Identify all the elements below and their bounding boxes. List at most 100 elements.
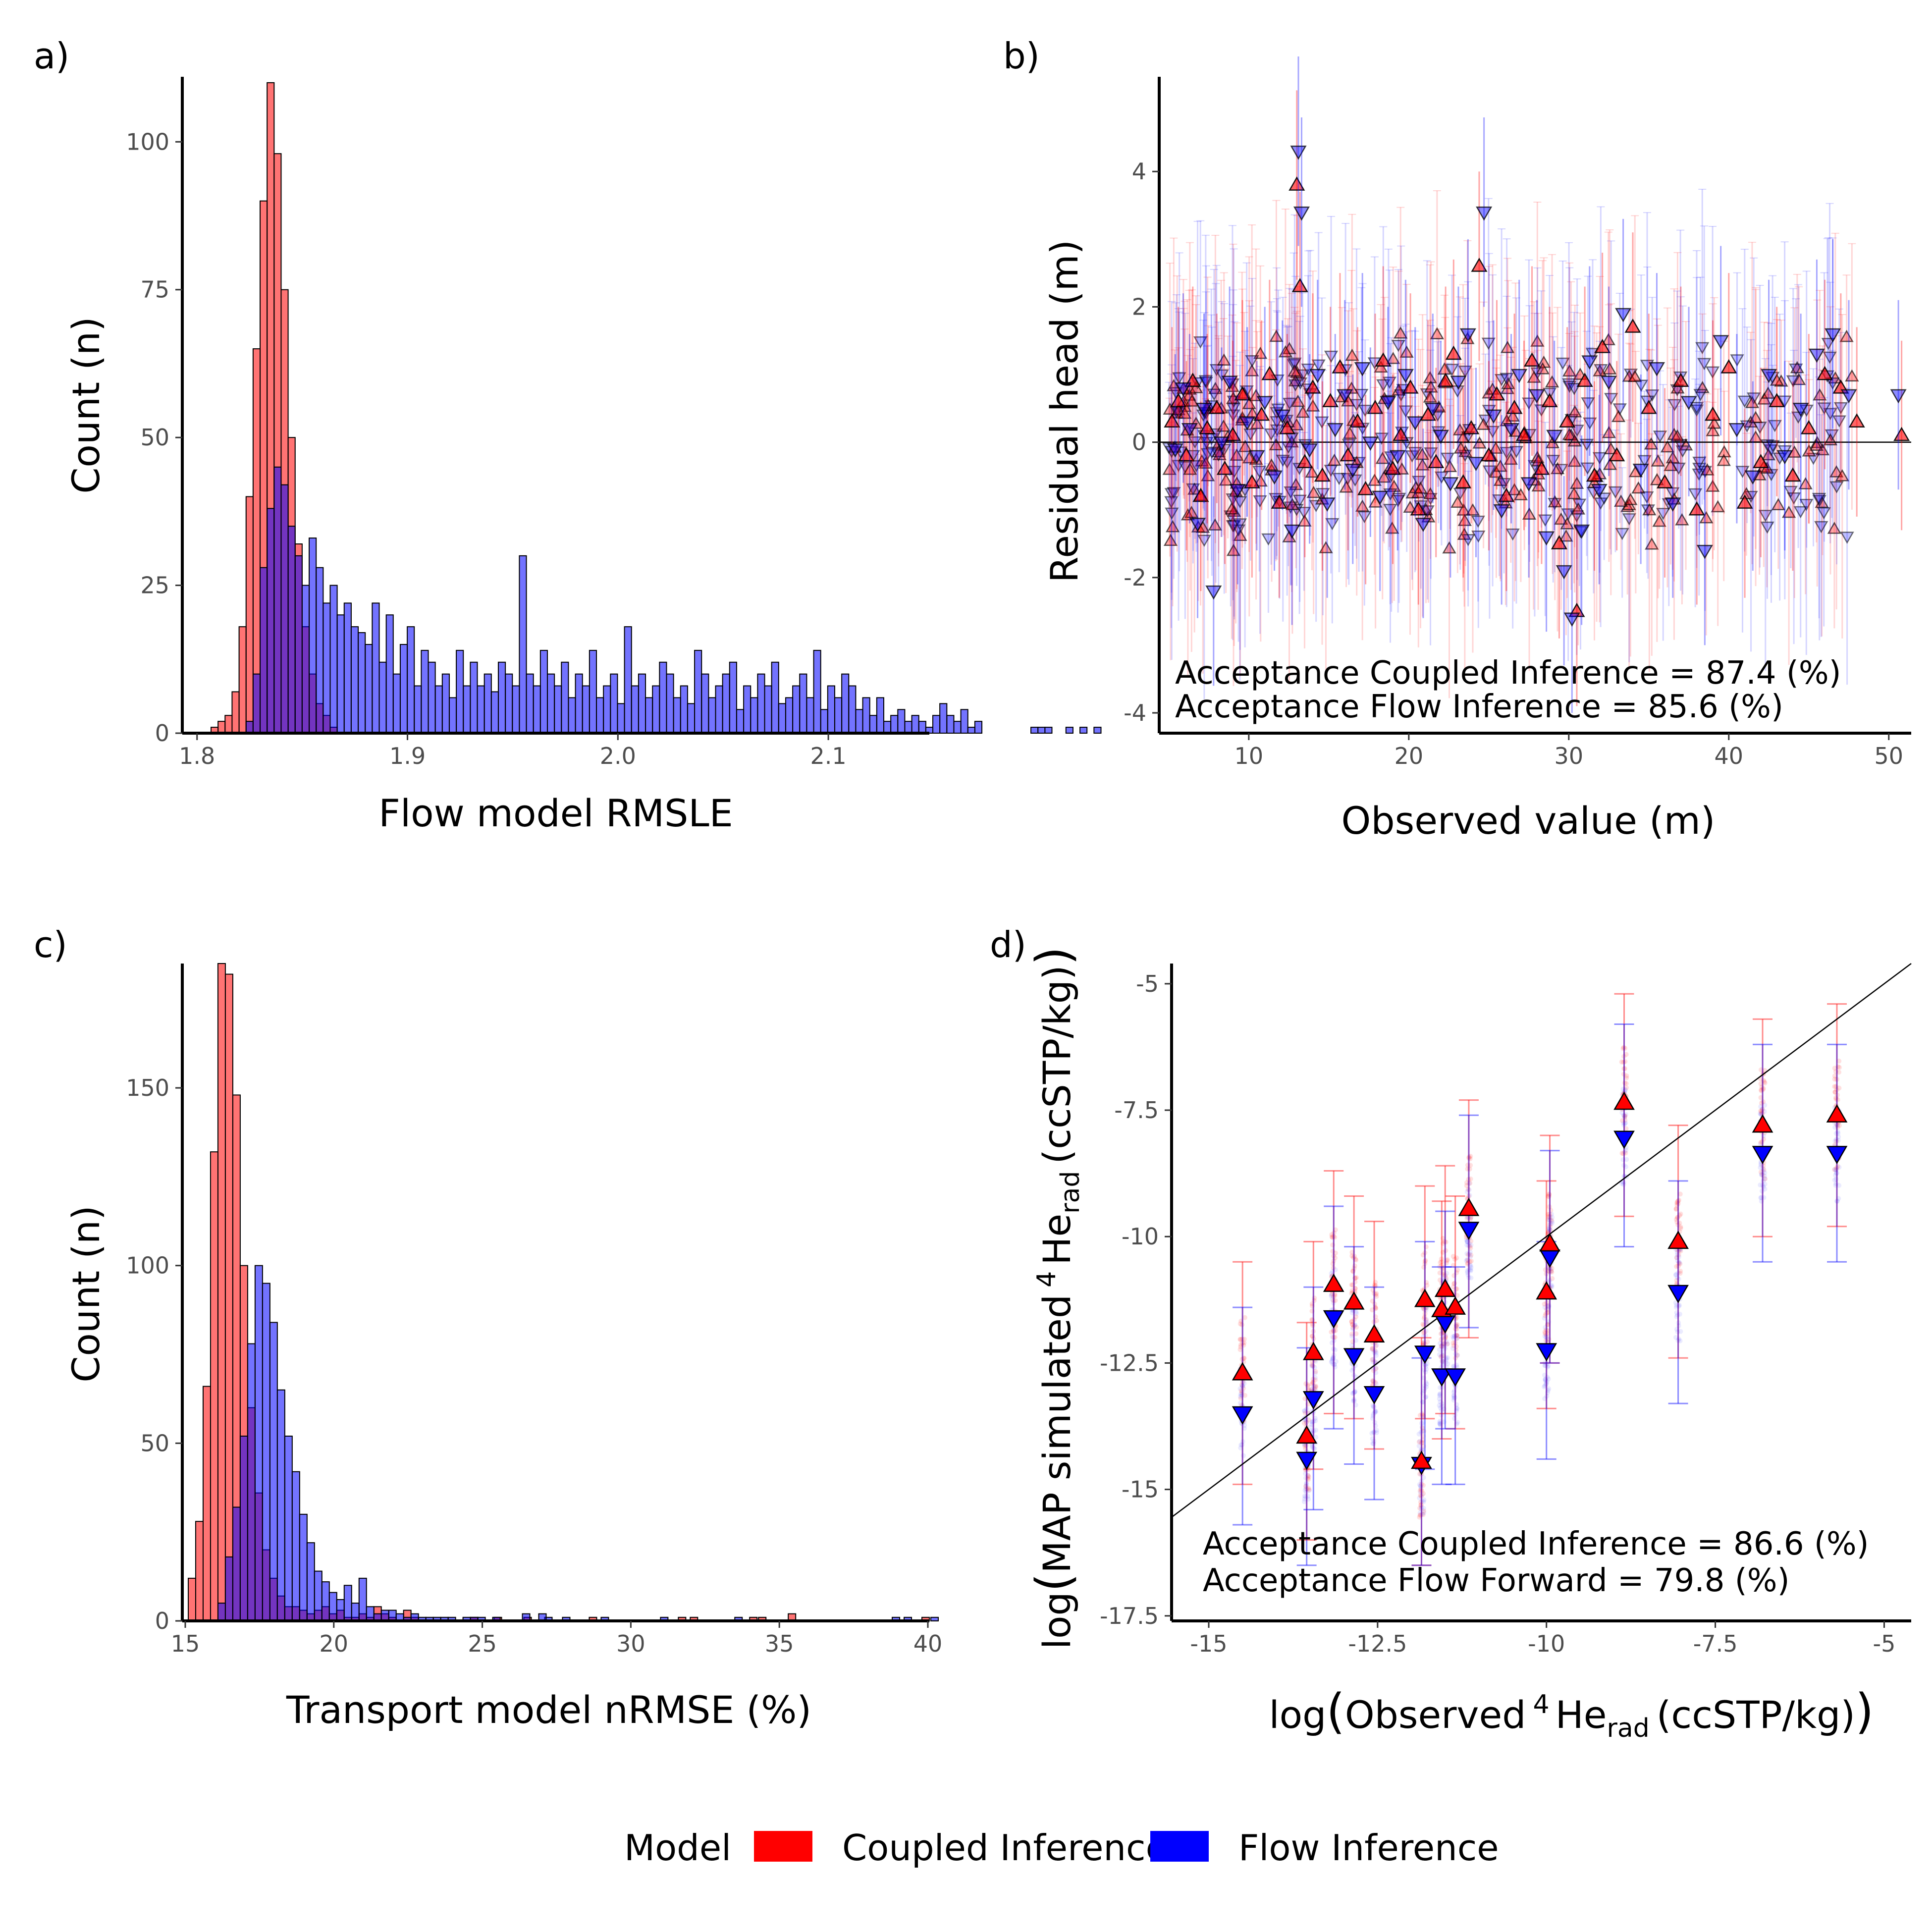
b-cloud-point [1205, 446, 1219, 459]
d-cloud-dot [1466, 1215, 1471, 1220]
d-cloud-dot [1371, 1430, 1377, 1435]
b-cloud-point [1580, 462, 1595, 475]
b-coupled-point [1322, 393, 1339, 408]
a-y-tick-label: 100 [126, 128, 169, 155]
d-cloud-dot [1759, 1172, 1764, 1177]
d-cloud-dot [1239, 1393, 1244, 1398]
b-cloud-point [1650, 473, 1664, 485]
b-coupled-point [1800, 420, 1817, 434]
d-cloud-dot [1440, 1362, 1446, 1367]
d-cloud-dot [1440, 1353, 1446, 1359]
b-coupled-point [1720, 359, 1737, 374]
a-flow-bar [526, 673, 534, 734]
b-flow-point [1309, 369, 1326, 383]
d-cloud-dot [1464, 1251, 1470, 1256]
b-cloud-point [1167, 487, 1181, 499]
d-cloud-dot [1331, 1258, 1337, 1264]
b-flow-point [1354, 362, 1371, 376]
b-cloud-point [1424, 447, 1438, 460]
d-cloud-dot [1373, 1361, 1378, 1366]
b-cloud-point [1394, 326, 1408, 339]
d-y-tick-label: -10 [1122, 1223, 1159, 1250]
d-cloud-dot [1312, 1375, 1318, 1381]
d-cloud-dot [1761, 1167, 1767, 1173]
d-cloud-dot [1370, 1416, 1375, 1421]
b-cloud-point [1319, 541, 1333, 553]
b-coupled-point [1178, 447, 1195, 462]
b-coupled-point [1736, 494, 1753, 509]
b-cloud-point [1180, 423, 1194, 436]
d-cloud-dot [1424, 1381, 1430, 1387]
d-cloud-dot [1468, 1252, 1474, 1258]
d-cloud-dot [1451, 1336, 1456, 1341]
b-cloud-point [1500, 373, 1514, 385]
b-flow-point [1808, 348, 1825, 363]
d-cloud-dot [1762, 1080, 1768, 1086]
b-y-tick-label: 2 [1132, 293, 1146, 320]
b-cloud-point [1783, 485, 1798, 498]
b-cloud-point [1689, 402, 1704, 414]
d-cloud-dot [1623, 1081, 1629, 1086]
d-cloud-dot [1678, 1224, 1683, 1230]
d-cloud-dot [1836, 1134, 1841, 1139]
d-cloud-dot [1440, 1335, 1446, 1341]
d-cloud-dot [1329, 1359, 1334, 1365]
a-flow-bar [497, 661, 506, 734]
d-cloud-dot [1468, 1254, 1473, 1259]
b-cloud-point [1573, 526, 1588, 538]
a-flow-bar [322, 602, 331, 734]
a-flow-bar [834, 697, 843, 734]
b-cloud-point [1835, 469, 1849, 482]
d-cloud-dot [1544, 1394, 1550, 1399]
d-cloud-dot [1310, 1363, 1316, 1369]
d-cloud-dot [1302, 1408, 1307, 1413]
d-cloud-dot [1441, 1272, 1446, 1277]
a-y-tick-label: 75 [140, 276, 169, 303]
d-cloud-dot [1303, 1484, 1309, 1489]
b-flow-point [1319, 497, 1336, 512]
d-cloud-dot [1547, 1217, 1553, 1223]
b-cloud-point [1284, 486, 1298, 499]
a-flow-bar [904, 721, 912, 734]
d-flow-point [1323, 1310, 1344, 1329]
b-flow-point [1266, 470, 1283, 485]
d-cloud-dot [1417, 1514, 1422, 1520]
d-y-tick-label: -7.5 [1114, 1097, 1159, 1124]
d-cloud-dot [1674, 1252, 1680, 1257]
d-cloud-dot [1443, 1274, 1448, 1280]
d-cloud-dot [1332, 1335, 1338, 1340]
d-cloud-dot [1546, 1337, 1552, 1342]
d-cloud-dot [1675, 1215, 1680, 1220]
d-cloud-dot [1677, 1311, 1682, 1317]
d-cloud-dot [1550, 1276, 1555, 1282]
b-flow-point [1432, 429, 1449, 444]
d-cloud-dot [1311, 1418, 1316, 1424]
d-cloud-dot [1758, 1140, 1764, 1145]
b-cloud-point [1509, 446, 1524, 458]
b-coupled-point [1271, 494, 1288, 509]
d-cloud-dot [1832, 1076, 1837, 1082]
panel-b-ylabel: Residual head (m) [1042, 240, 1086, 583]
d-cloud-dot [1352, 1276, 1358, 1281]
d-cloud-dot [1832, 1125, 1838, 1130]
c-coupled-bar [217, 963, 226, 1621]
a-flow-bar [673, 697, 681, 734]
d-cloud-dot [1444, 1260, 1449, 1266]
d-cloud-dot [1452, 1281, 1457, 1286]
d-cloud-dot [1468, 1242, 1474, 1248]
d-cloud-dot [1306, 1477, 1311, 1482]
d-cloud-dot [1333, 1227, 1338, 1233]
d-coupled-point [1752, 1114, 1773, 1133]
d-cloud-dot [1443, 1273, 1448, 1278]
b-cloud-point [1758, 510, 1772, 522]
d-cloud-dot [1453, 1347, 1458, 1353]
d-cloud-dot [1761, 1086, 1766, 1091]
d-cloud-dot [1454, 1333, 1459, 1338]
d-cloud-dot [1762, 1176, 1768, 1181]
d-cloud-dot [1465, 1166, 1470, 1172]
d-cloud-dot [1370, 1413, 1376, 1419]
c-coupled-bar [202, 1386, 211, 1621]
panel-d-xlabel: log(Observed 4 Herad (ccSTP/kg)) [1269, 1684, 1874, 1743]
d-cloud-dot [1546, 1225, 1552, 1231]
d-cloud-dot [1758, 1095, 1764, 1100]
